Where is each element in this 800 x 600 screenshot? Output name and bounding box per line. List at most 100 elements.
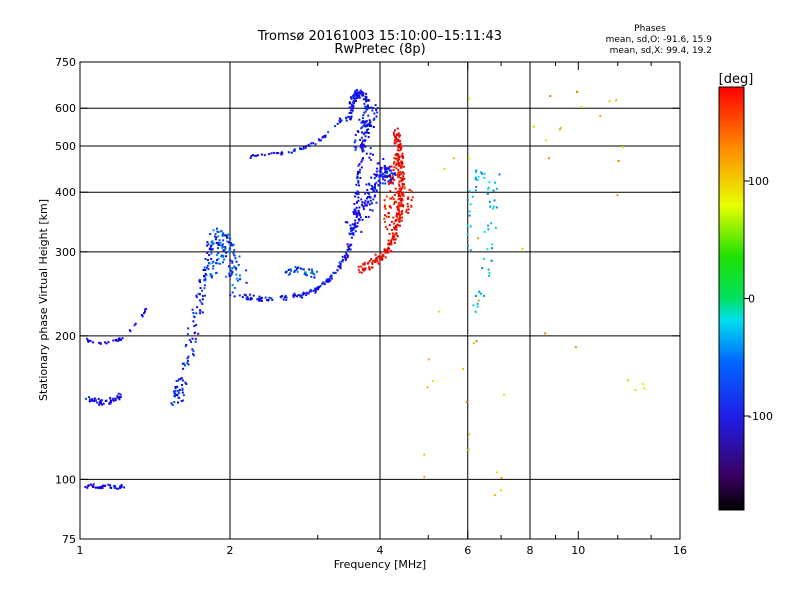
data-point xyxy=(237,263,240,266)
data-point xyxy=(393,141,396,144)
data-point xyxy=(182,367,185,370)
data-point xyxy=(378,262,381,265)
data-point xyxy=(373,177,376,180)
data-point xyxy=(243,293,246,296)
data-point xyxy=(186,333,189,336)
data-point xyxy=(384,251,387,254)
colorbar-tick-label: -100 xyxy=(748,410,773,423)
data-point xyxy=(362,114,365,117)
data-point xyxy=(376,111,379,114)
data-point xyxy=(323,283,326,286)
data-point xyxy=(353,97,356,100)
data-point xyxy=(395,191,398,194)
data-point xyxy=(350,236,353,239)
data-point xyxy=(361,271,363,274)
data-point xyxy=(94,399,97,402)
data-point xyxy=(378,176,381,179)
data-point xyxy=(141,314,144,317)
data-point xyxy=(368,195,371,198)
data-point xyxy=(351,223,354,226)
data-point xyxy=(205,274,208,276)
data-point xyxy=(400,155,403,157)
data-point xyxy=(174,394,177,397)
data-point xyxy=(357,181,360,184)
x-tick-label: 10 xyxy=(571,544,585,557)
data-point xyxy=(229,294,232,297)
data-point xyxy=(354,98,357,101)
data-point xyxy=(354,148,357,151)
data-point xyxy=(303,273,306,276)
data-point xyxy=(235,260,238,263)
data-point xyxy=(479,292,482,294)
data-point xyxy=(233,249,236,252)
data-point xyxy=(362,94,364,97)
data-point xyxy=(498,173,501,176)
data-point xyxy=(104,400,107,402)
data-point xyxy=(206,244,209,247)
data-point xyxy=(380,167,383,170)
data-point xyxy=(367,114,370,117)
data-point xyxy=(354,93,357,96)
data-point xyxy=(350,97,353,100)
data-point xyxy=(366,105,369,108)
data-point xyxy=(387,251,390,254)
data-point xyxy=(373,186,376,189)
data-point xyxy=(352,227,354,230)
data-point xyxy=(332,271,335,274)
data-point xyxy=(349,102,352,105)
data-point xyxy=(239,274,241,277)
data-point xyxy=(468,157,470,160)
data-point xyxy=(193,354,195,357)
data-point xyxy=(221,246,224,249)
data-point xyxy=(365,183,368,186)
data-point xyxy=(374,194,376,197)
data-point xyxy=(187,363,190,366)
data-point xyxy=(372,189,375,192)
data-point xyxy=(364,267,367,270)
data-point xyxy=(319,285,322,288)
data-point xyxy=(495,206,498,209)
data-point xyxy=(385,215,388,218)
data-point xyxy=(359,90,361,93)
data-point xyxy=(222,256,225,258)
data-point xyxy=(398,183,401,186)
data-point xyxy=(488,200,491,203)
data-point xyxy=(468,214,471,217)
data-point xyxy=(388,173,391,176)
data-point xyxy=(395,140,398,143)
data-point xyxy=(354,222,357,225)
data-point xyxy=(367,201,370,204)
data-point xyxy=(178,378,180,381)
data-point xyxy=(215,272,217,274)
data-point xyxy=(472,304,475,307)
data-point xyxy=(341,260,344,263)
data-point xyxy=(364,95,367,98)
data-point xyxy=(395,167,398,170)
data-point xyxy=(195,323,198,326)
data-point xyxy=(259,297,262,300)
data-point xyxy=(480,171,483,174)
data-point xyxy=(403,194,406,197)
data-point xyxy=(393,179,396,182)
data-point xyxy=(96,486,99,489)
data-point xyxy=(402,155,405,158)
data-point xyxy=(315,287,318,290)
data-point xyxy=(209,233,212,235)
data-point xyxy=(104,341,106,344)
x-tick-label: 8 xyxy=(527,544,534,557)
data-point xyxy=(397,190,400,193)
data-point xyxy=(544,332,547,335)
data-point xyxy=(379,252,382,255)
data-point xyxy=(393,133,395,136)
data-point xyxy=(95,401,98,404)
data-point xyxy=(368,193,371,196)
data-point xyxy=(280,153,283,156)
data-point xyxy=(214,233,217,236)
data-point xyxy=(364,139,367,142)
data-point xyxy=(393,222,395,225)
data-point xyxy=(346,248,349,251)
data-point xyxy=(474,171,477,174)
data-point xyxy=(228,274,231,277)
data-point xyxy=(114,399,117,402)
data-point xyxy=(397,195,400,198)
